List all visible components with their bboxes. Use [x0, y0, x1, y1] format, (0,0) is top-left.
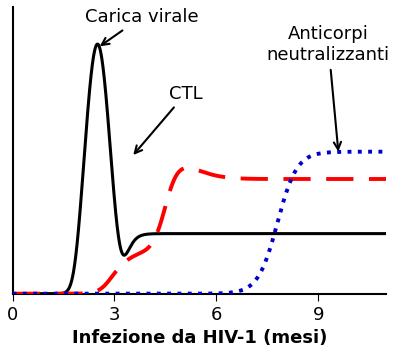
Text: Carica virale: Carica virale [85, 8, 198, 45]
Text: Anticorpi
neutralizzanti: Anticorpi neutralizzanti [266, 25, 389, 149]
X-axis label: Infezione da HIV-1 (mesi): Infezione da HIV-1 (mesi) [71, 329, 326, 347]
Text: CTL: CTL [134, 85, 202, 153]
